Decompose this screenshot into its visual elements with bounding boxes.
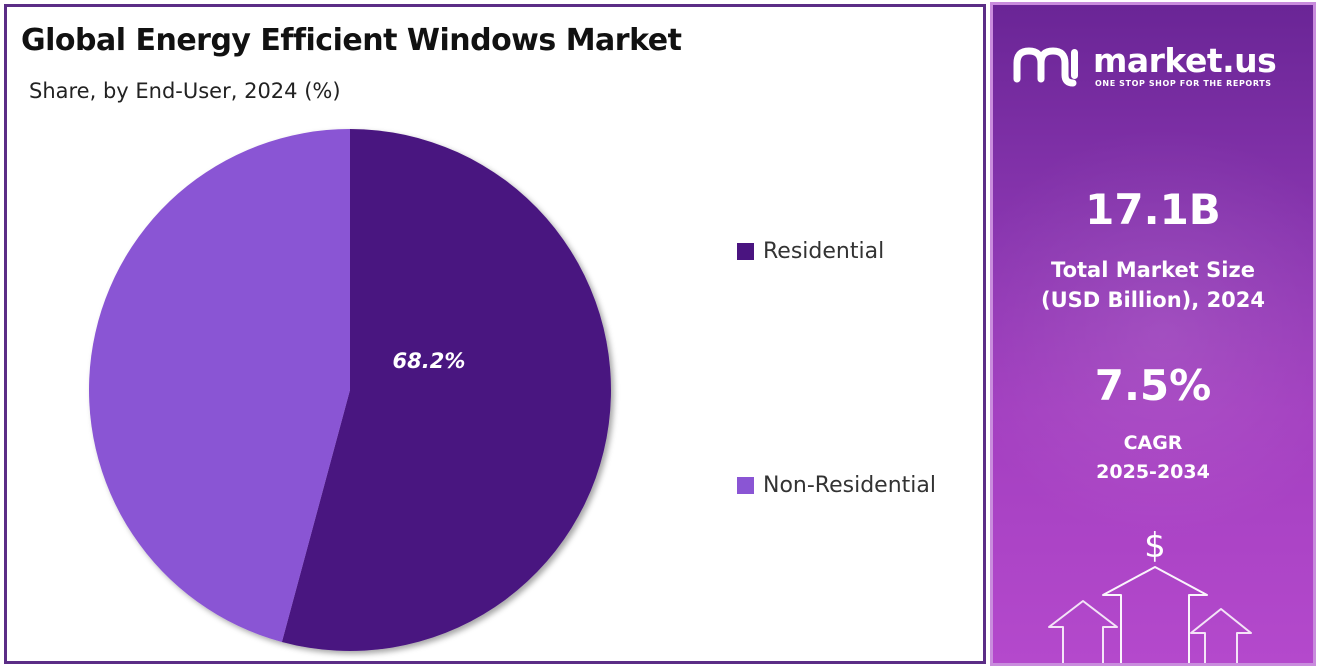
pie-slice-non-residential <box>89 129 350 642</box>
data-label-residential: 68.2% <box>393 349 466 373</box>
market-summary-panel: market.us ONE STOP SHOP FOR THE REPORTS … <box>990 2 1316 666</box>
legend-label-residential: Residential <box>763 239 885 264</box>
cagr-years: 2025-2034 <box>1096 461 1210 483</box>
brand-tagline: ONE STOP SHOP FOR THE REPORTS <box>1095 79 1272 88</box>
chart-title: Global Energy Efficient Windows Market <box>21 23 682 58</box>
brand-name: market.us <box>1093 41 1277 80</box>
pie-slice-residential <box>281 129 611 651</box>
market-us-logo-icon <box>1013 47 1078 87</box>
up-arrow-icon-left <box>1048 600 1118 663</box>
legend-label-non-residential: Non-Residential <box>763 473 936 498</box>
legend-swatch-non-residential <box>737 477 754 494</box>
chart-panel: Global Energy Efficient Windows Market S… <box>4 4 986 664</box>
legend-swatch-residential <box>737 243 754 260</box>
market-size-label-line2: (USD Billion), 2024 <box>1040 288 1266 312</box>
market-size-label-line1: Total Market Size <box>1051 258 1255 282</box>
up-arrow-icon <box>1102 566 1208 663</box>
market-size-value: 17.1B <box>1085 185 1221 234</box>
chart-subtitle: Share, by End-User, 2024 (%) <box>29 79 341 103</box>
brand: market.us ONE STOP SHOP FOR THE REPORTS <box>1013 41 1303 91</box>
up-arrow-icon-right <box>1190 608 1252 663</box>
dollar-sign-icon: $ <box>1144 526 1166 566</box>
legend-item-residential: Residential <box>737 239 884 264</box>
cagr-value: 7.5% <box>1094 361 1212 410</box>
background-glow <box>993 125 1313 545</box>
pie-chart: 68.2% <box>89 129 611 651</box>
growth-arrows-icon: $ <box>1048 526 1252 663</box>
legend-item-non-residential: Non-Residential <box>737 473 936 498</box>
cagr-label: CAGR <box>1123 432 1183 454</box>
